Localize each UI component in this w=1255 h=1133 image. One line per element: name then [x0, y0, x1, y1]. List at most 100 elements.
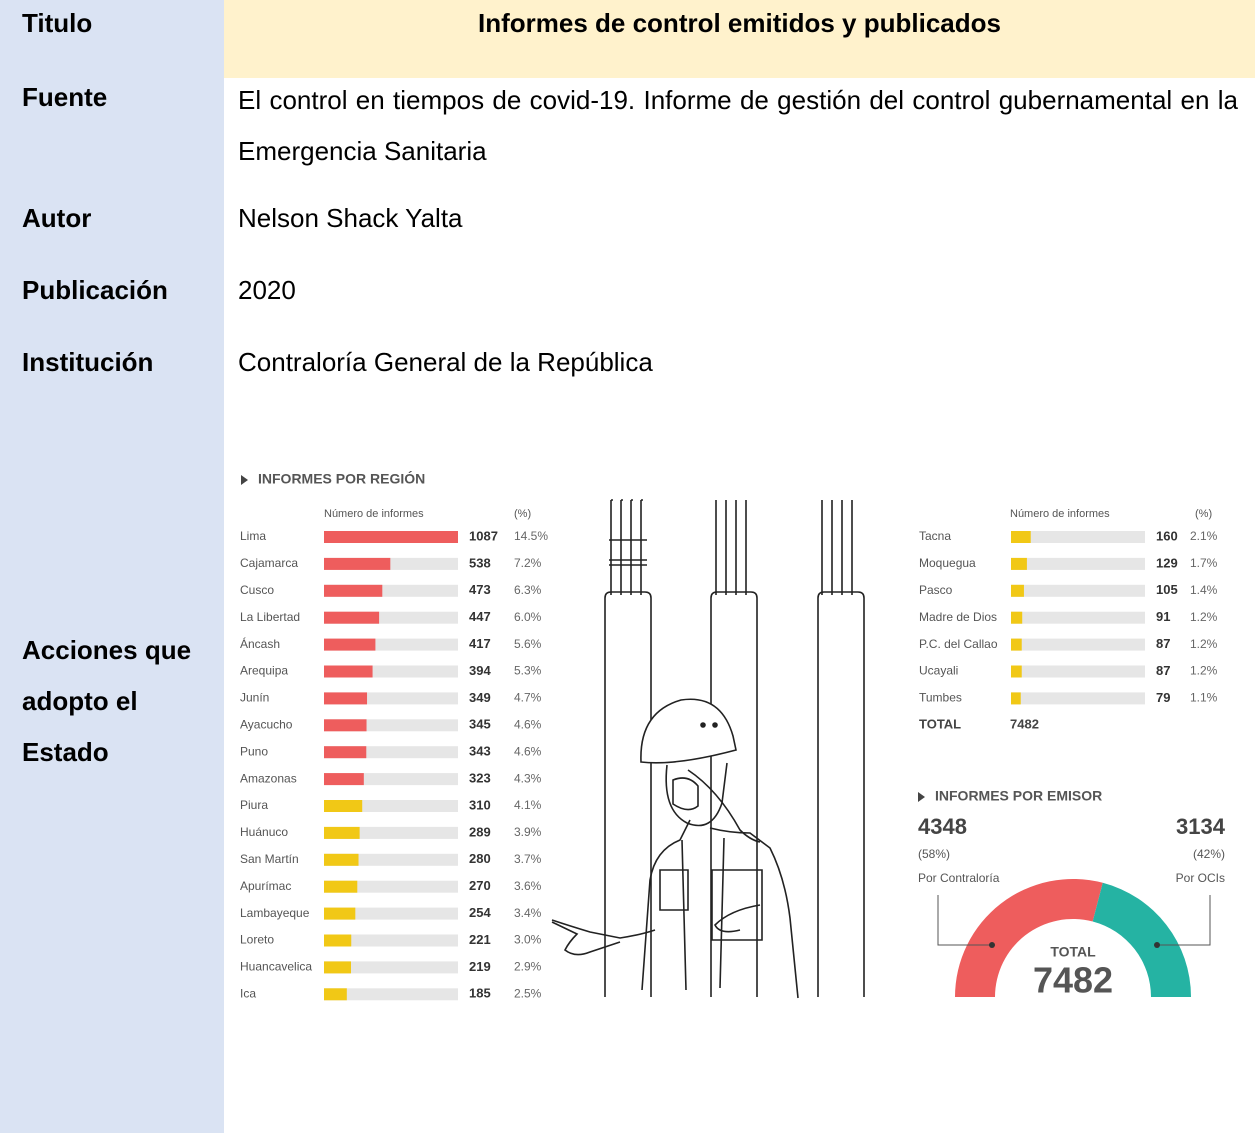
- count: 310: [469, 797, 491, 812]
- bar: [324, 988, 347, 1001]
- row-label: Institución: [22, 347, 154, 377]
- bar: [324, 961, 351, 974]
- region-name: Loreto: [240, 933, 274, 947]
- bar-track: [324, 988, 458, 1001]
- region-name: Moquegua: [919, 556, 976, 570]
- percent: 4.3%: [514, 771, 542, 785]
- bar: [1011, 638, 1022, 651]
- percent: 3.0%: [514, 933, 542, 947]
- region-name: Cusco: [240, 583, 274, 597]
- bar-track: [324, 961, 458, 974]
- region-name: Ayacucho: [240, 717, 293, 731]
- count: 105: [1156, 582, 1178, 597]
- percent: 1.2%: [1190, 637, 1218, 651]
- count: 87: [1156, 663, 1170, 678]
- bar: [324, 557, 391, 570]
- percent: 2.1%: [1190, 529, 1218, 543]
- percent: 3.4%: [514, 906, 542, 920]
- count: 221: [469, 932, 491, 947]
- count: 185: [469, 986, 491, 1001]
- bar: [324, 531, 458, 543]
- region-name: Madre de Dios: [919, 610, 997, 624]
- count: 280: [469, 851, 491, 866]
- bullet-triangle: [918, 792, 925, 802]
- bar: [324, 853, 359, 866]
- bar-track: [324, 934, 458, 947]
- emisor-count: 3134: [1176, 814, 1226, 839]
- count: 473: [469, 582, 491, 597]
- region-name: Lima: [240, 529, 266, 543]
- gauge-total-label: TOTAL: [1050, 944, 1096, 960]
- percent: 2.5%: [514, 986, 542, 1000]
- region-name: Ucayali: [919, 664, 958, 678]
- count: 538: [469, 555, 491, 570]
- gauge-segment: [1092, 882, 1191, 997]
- region-name: Cajamarca: [240, 556, 298, 570]
- count: 270: [469, 878, 491, 893]
- count: 160: [1156, 528, 1178, 543]
- bar: [324, 880, 358, 893]
- percent: 1.2%: [1190, 610, 1218, 624]
- percent: 3.9%: [514, 825, 542, 839]
- percent: 3.6%: [514, 879, 542, 893]
- percent: 4.7%: [514, 691, 542, 705]
- region-name: Áncash: [240, 636, 280, 651]
- title-background: [224, 0, 1255, 78]
- section-title: INFORMES POR EMISOR: [935, 788, 1102, 804]
- row-label: Titulo: [22, 8, 93, 38]
- percent: 1.2%: [1190, 664, 1218, 678]
- leader-dot: [1154, 942, 1160, 948]
- title-value: Informes de control emitidos y publicado…: [478, 8, 1001, 38]
- total-value: 7482: [1010, 717, 1039, 732]
- gauge-total-value: 7482: [1033, 960, 1113, 1001]
- bar-track: [1011, 692, 1145, 705]
- source-value: El control en tiempos de covid-19. Infor…: [238, 85, 1238, 166]
- bar: [324, 826, 360, 839]
- count: 345: [469, 717, 491, 732]
- leader-dot: [989, 942, 995, 948]
- emisor-name: Por Contraloría: [918, 871, 1000, 885]
- section-title: INFORMES POR REGIÓN: [258, 470, 425, 487]
- column-header: Número de informes: [1010, 508, 1110, 520]
- bar: [324, 746, 367, 759]
- region-name: Pasco: [919, 583, 953, 597]
- region-name: San Martín: [240, 852, 299, 866]
- bar: [324, 800, 363, 812]
- institution-value: Contraloría General de la República: [238, 347, 653, 377]
- label-column: [0, 0, 224, 1133]
- leader-line: [1157, 895, 1211, 946]
- percent: 4.6%: [514, 744, 542, 758]
- bar: [324, 692, 368, 705]
- emisor-percent: (42%): [1193, 847, 1225, 861]
- count: 1087: [469, 528, 498, 543]
- bar: [324, 584, 383, 597]
- region-name: Tacna: [919, 529, 951, 543]
- bar: [324, 773, 364, 786]
- region-name: P.C. del Callao: [919, 637, 998, 651]
- bar: [1011, 665, 1022, 678]
- percent: 2.9%: [514, 960, 542, 974]
- percent: 1.7%: [1190, 556, 1218, 570]
- count: 289: [469, 824, 491, 839]
- count: 417: [469, 636, 491, 651]
- bar: [1011, 557, 1027, 570]
- count: 79: [1156, 690, 1170, 705]
- bar-track: [1011, 665, 1145, 678]
- percent: 5.6%: [514, 637, 542, 651]
- bullet-triangle: [241, 475, 248, 485]
- bar-track: [1011, 557, 1145, 570]
- count: 87: [1156, 636, 1170, 651]
- bar-track: [1011, 584, 1145, 597]
- leader-line: [937, 895, 992, 946]
- count: 343: [469, 744, 491, 759]
- region-name: Huancavelica: [240, 960, 312, 974]
- region-name: Ica: [240, 986, 256, 1000]
- column-header: (%): [514, 508, 531, 520]
- gauge-segment: [955, 879, 1103, 997]
- bar-track: [1011, 531, 1145, 543]
- row-label: Autor: [22, 203, 92, 233]
- count: 349: [469, 690, 491, 705]
- percent: 7.2%: [514, 556, 542, 570]
- row-label: Publicación: [22, 275, 168, 305]
